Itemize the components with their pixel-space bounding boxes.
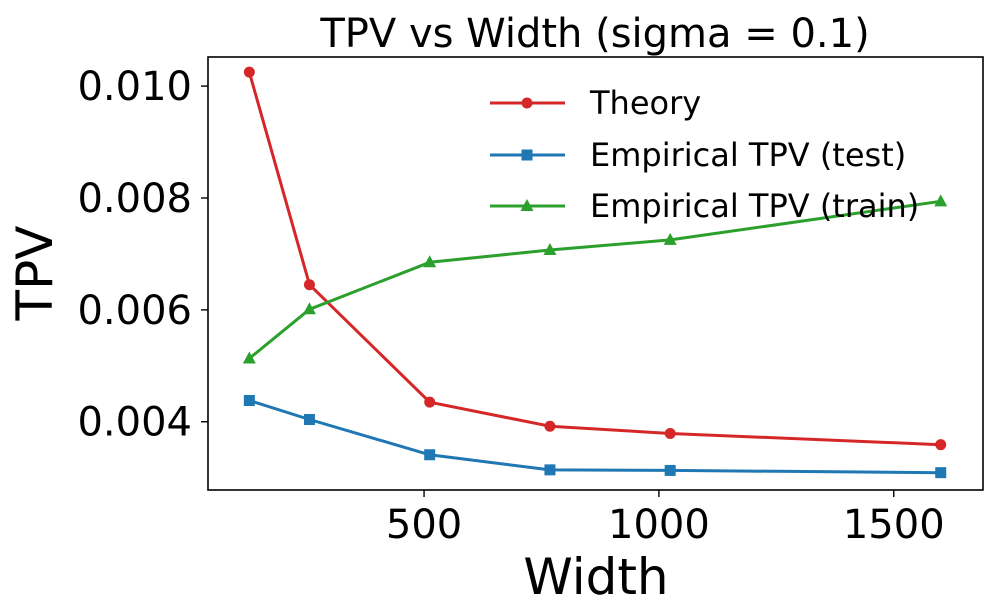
- series-line-1: [248, 399, 941, 475]
- data-point-2-3: [543, 243, 557, 256]
- plot-frame: [207, 56, 984, 491]
- x-axis: 500 1000 1500: [386, 490, 945, 548]
- data-point-0-2: [424, 396, 436, 408]
- x-tick-label-500: 500: [386, 502, 462, 548]
- data-point-2-5: [934, 194, 948, 207]
- data-point-2-0: [242, 351, 256, 364]
- x-tick-label-1000: 1000: [608, 502, 710, 548]
- y-tick-label-0: 0.004: [77, 400, 192, 446]
- x-tick-label-1500: 1500: [843, 502, 945, 548]
- legend-marker-1: [521, 149, 533, 161]
- legend-marker-0: [521, 97, 533, 109]
- legend: Theory Empirical TPV (test) Empirical TPV …: [490, 84, 919, 225]
- data-point-0-3: [544, 420, 556, 432]
- series-line-2: [248, 199, 941, 360]
- data-point-1-0: [243, 394, 255, 406]
- data-point-0-1: [303, 279, 315, 291]
- legend-label-1: Empirical TPV (test): [590, 136, 906, 174]
- x-axis-label: Width: [523, 548, 668, 606]
- legend-label-2: Empirical TPV (train): [590, 187, 919, 225]
- y-axis-label: TPV: [6, 226, 64, 322]
- series-0: [243, 66, 947, 451]
- series-1: [243, 394, 947, 479]
- legend-marker-2: [520, 199, 534, 211]
- legend-label-0: Theory: [589, 84, 701, 122]
- data-point-2-2: [423, 255, 437, 268]
- series-line-0: [247, 71, 941, 447]
- data-point-0-4: [664, 427, 676, 439]
- y-tick-label-3: 0.010: [77, 64, 192, 110]
- data-point-1-2: [424, 449, 436, 461]
- y-tick-label-2: 0.008: [77, 176, 192, 222]
- data-point-1-3: [544, 464, 556, 476]
- data-point-2-4: [663, 232, 677, 245]
- series-2: [242, 194, 948, 364]
- y-axis: 0.004 0.006 0.008 0.010: [77, 64, 208, 446]
- y-tick-label-1: 0.006: [77, 288, 192, 334]
- data-point-1-1: [303, 414, 315, 426]
- chart-title: TPV vs Width (sigma = 0.1): [319, 11, 869, 57]
- data-point-2-1: [302, 302, 316, 315]
- data-point-1-4: [664, 464, 676, 476]
- data-point-0-5: [935, 439, 947, 451]
- data-point-0-0: [243, 66, 255, 78]
- data-point-1-5: [935, 467, 947, 479]
